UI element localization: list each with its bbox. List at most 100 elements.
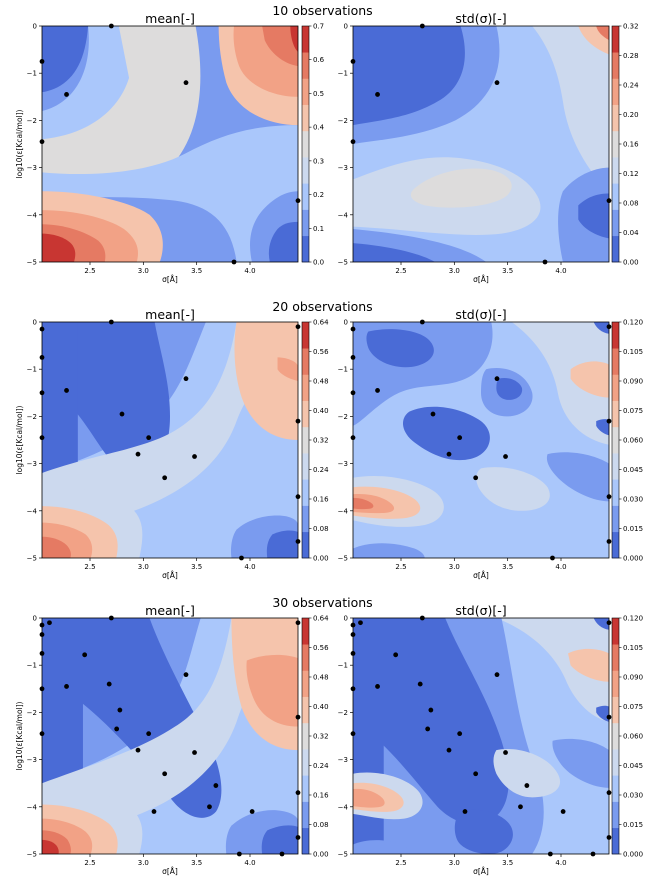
colorbar-tick-label: 0.045 — [623, 762, 643, 770]
observation-point — [39, 59, 45, 64]
x-tick-label: 3.0 — [138, 859, 149, 867]
x-tick-label: 2.5 — [395, 859, 406, 867]
observation-point — [375, 388, 380, 393]
observation-point — [295, 198, 301, 204]
y-tick-label: −3 — [27, 164, 37, 172]
contour-band-12 — [266, 530, 298, 558]
y-tick-label: 0 — [33, 319, 37, 327]
colorbar-band — [612, 26, 619, 53]
contour-band-7 — [290, 26, 298, 52]
y-tick-label: −2 — [338, 413, 348, 421]
colorbar-tick-label: 0.04 — [623, 229, 639, 237]
colorbar-tick-label: 0.00 — [623, 259, 639, 267]
observation-point — [457, 435, 463, 441]
observation-point — [606, 418, 612, 424]
colorbar-tick-label: 0.16 — [623, 141, 639, 149]
colorbar: 0.000 0.015 0.030 0.045 0.060 0.075 0.090 0.105… — [611, 615, 643, 859]
colorbar-band — [302, 400, 309, 428]
y-axis-label: log10(ε[Kcal/mol]) — [15, 405, 24, 474]
y-tick-label: −4 — [338, 507, 349, 515]
observation-point — [249, 809, 255, 814]
y-tick-label: 0 — [344, 615, 348, 623]
observation-point — [108, 23, 114, 29]
contour-band-7 — [496, 378, 523, 400]
colorbar-band — [612, 183, 619, 210]
observation-point — [606, 198, 612, 204]
y-tick-label: −2 — [27, 413, 37, 421]
colorbar-tick-label: 0.48 — [313, 674, 329, 682]
colorbar-band — [612, 374, 619, 401]
x-tick-label: 3.5 — [502, 267, 513, 275]
colorbar-frame — [301, 25, 310, 263]
observation-point — [425, 726, 431, 732]
x-tick-label: 3.5 — [191, 859, 202, 867]
observation-point — [231, 259, 237, 265]
contour-band-5 — [234, 322, 298, 440]
contour-band-3 — [42, 125, 298, 262]
y-tick-label: −3 — [27, 756, 37, 764]
colorbar-band — [302, 235, 309, 263]
observation-point — [560, 809, 566, 814]
observation-point — [236, 851, 242, 857]
colorbar-band — [612, 209, 619, 237]
colorbar: 0.000 0.015 0.030 0.045 0.060 0.075 0.090 0.105… — [611, 319, 643, 563]
x-tick-label: 4.0 — [244, 267, 255, 275]
x-tick-label: 3.5 — [191, 563, 202, 571]
panel-4-title: std(σ)[-] — [455, 307, 507, 322]
y-tick-label: −1 — [27, 70, 37, 78]
colorbar-band — [612, 644, 619, 671]
colorbar: 0.0 0.1 0.2 0.3 0.4 0.5 0.6 0.7 — [301, 23, 325, 267]
contour-band-2 — [410, 168, 512, 208]
contour-band-9 — [353, 788, 385, 808]
colorbar-band — [302, 209, 309, 237]
observation-point — [606, 620, 612, 626]
colorbar-band — [612, 670, 619, 697]
contour-fills — [353, 618, 609, 854]
x-tick-label: 2.5 — [84, 859, 95, 867]
y-tick-label: −1 — [338, 366, 348, 374]
observation-point — [135, 747, 141, 753]
observation-point — [183, 672, 189, 678]
contour-band-2 — [570, 361, 609, 398]
observation-point — [606, 714, 612, 720]
contour-band-4 — [42, 618, 298, 840]
contour-band-14 — [42, 233, 76, 262]
colorbar-tick-label: 0.08 — [313, 525, 329, 533]
contour-band-2 — [568, 648, 609, 682]
contour-band-3 — [532, 26, 609, 192]
colorbar-tick-label: 0.120 — [623, 615, 643, 623]
colorbar-band — [612, 775, 619, 802]
observation-point — [39, 622, 45, 628]
observation-point — [606, 494, 612, 500]
colorbar-band — [612, 78, 619, 105]
observation-point — [494, 80, 500, 86]
observation-point — [350, 632, 356, 637]
observation-point — [358, 620, 363, 626]
colorbar-tick-label: 0.08 — [313, 821, 329, 829]
y-tick-label: −4 — [27, 803, 38, 811]
colorbar-tick-label: 0.40 — [313, 407, 329, 415]
colorbar-band — [302, 426, 309, 454]
contour-band-1 — [496, 618, 609, 722]
colorbar-band — [612, 400, 619, 428]
observation-point — [350, 651, 356, 656]
colorbar-band — [302, 618, 309, 645]
contour-band-12 — [476, 467, 550, 511]
colorbar: 0.00 0.08 0.16 0.24 0.32 0.40 0.48 0.56 0.64 — [301, 319, 329, 563]
y-tick-label: −3 — [27, 460, 37, 468]
x-tick-label: 4.0 — [244, 563, 255, 571]
x-tick-label: 4.0 — [555, 859, 566, 867]
observation-point — [117, 707, 123, 713]
colorbar-band — [302, 348, 309, 375]
x-axis-label: σ[Å] — [473, 275, 489, 284]
panel-3-title: mean[-] — [145, 307, 195, 322]
colorbar-tick-label: 0.28 — [623, 52, 639, 60]
y-tick-label: −1 — [27, 662, 37, 670]
contour-band-5 — [403, 406, 490, 461]
x-axis-label: σ[Å] — [162, 275, 178, 284]
y-tick-label: 0 — [344, 23, 348, 31]
x-tick-label: 3.0 — [449, 859, 460, 867]
observation-point — [183, 376, 189, 382]
colorbar-band — [612, 104, 619, 132]
